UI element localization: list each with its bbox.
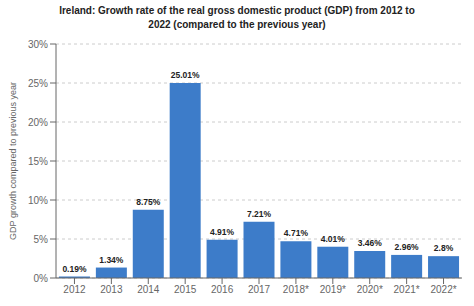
- svg-text:0.19%: 0.19%: [62, 264, 87, 274]
- svg-text:10%: 10%: [28, 195, 48, 206]
- svg-text:2022*: 2022*: [430, 284, 456, 295]
- svg-text:2020*: 2020*: [357, 284, 383, 295]
- svg-text:0%: 0%: [34, 273, 49, 284]
- svg-text:2012: 2012: [63, 284, 86, 295]
- svg-text:2018*: 2018*: [283, 284, 309, 295]
- svg-text:2014: 2014: [137, 284, 160, 295]
- svg-text:15%: 15%: [28, 156, 48, 167]
- svg-text:25%: 25%: [28, 78, 48, 89]
- html-text:2022 (compared to the previous: 2022 (compared to the previous year): [148, 19, 326, 30]
- svg-text:2013: 2013: [100, 284, 123, 295]
- svg-text:4.71%: 4.71%: [284, 228, 309, 238]
- svg-text:30%: 30%: [28, 39, 48, 50]
- svg-text:2016: 2016: [211, 284, 234, 295]
- svg-text:GDP growth compared to previou: GDP growth compared to previous year: [8, 82, 18, 240]
- svg-text:4.91%: 4.91%: [210, 227, 235, 237]
- svg-text:2.8%: 2.8%: [434, 243, 454, 253]
- svg-text:2015: 2015: [174, 284, 197, 295]
- svg-text:20%: 20%: [28, 117, 48, 128]
- svg-text:1.34%: 1.34%: [99, 255, 124, 265]
- svg-text:7.21%: 7.21%: [247, 209, 272, 219]
- html-text:Ireland: Growth rate of the re: Ireland: Growth rate of the real gross d…: [59, 5, 415, 16]
- svg-text:3.46%: 3.46%: [358, 238, 383, 248]
- svg-text:5%: 5%: [34, 234, 49, 245]
- svg-text:4.01%: 4.01%: [321, 234, 346, 244]
- svg-text:8.75%: 8.75%: [136, 197, 161, 207]
- svg-text:2021*: 2021*: [394, 284, 420, 295]
- svg-text:2017: 2017: [248, 284, 271, 295]
- svg-text:2019*: 2019*: [320, 284, 346, 295]
- svg-text:25.01%: 25.01%: [171, 70, 200, 80]
- svg-text:2.96%: 2.96%: [395, 242, 420, 252]
